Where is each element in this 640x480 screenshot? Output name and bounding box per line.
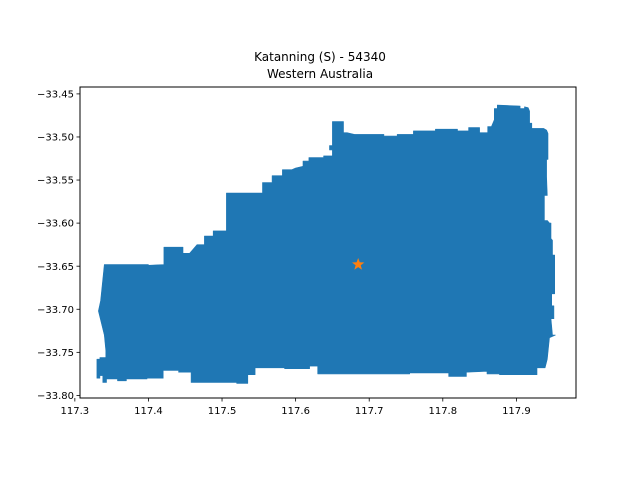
x-axis: 117.3 117.4 117.5 117.6 117.7 117.8 117.9 [61, 398, 531, 417]
x-tick-label: 117.4 [134, 406, 163, 417]
y-tick-label: −33.50 [37, 133, 74, 144]
lga-region-polygon [96, 104, 556, 384]
x-tick-label: 117.7 [355, 406, 384, 417]
x-tick-label: 117.5 [208, 406, 237, 417]
y-axis: −33.45 −33.50 −33.55 −33.60 −33.65 −33.70 −33.… [37, 89, 80, 402]
y-tick-label: −33.45 [37, 89, 74, 100]
plot-area [96, 104, 556, 384]
map-subtitle: Western Australia [267, 67, 373, 81]
x-tick-label: 117.8 [428, 406, 457, 417]
x-tick-label: 117.3 [61, 406, 90, 417]
axes-frame [79, 86, 577, 399]
x-tick-label: 117.9 [502, 406, 531, 417]
y-tick-label: −33.75 [37, 348, 74, 359]
map-title: Katanning (S) - 54340 [254, 50, 386, 64]
y-tick-label: −33.80 [37, 391, 74, 402]
y-tick-label: −33.55 [37, 176, 74, 187]
y-tick-label: −33.60 [37, 219, 74, 230]
x-tick-label: 117.6 [281, 406, 310, 417]
y-tick-label: −33.65 [37, 262, 74, 273]
centroid-star-marker [351, 257, 365, 270]
y-tick-label: −33.70 [37, 305, 74, 316]
